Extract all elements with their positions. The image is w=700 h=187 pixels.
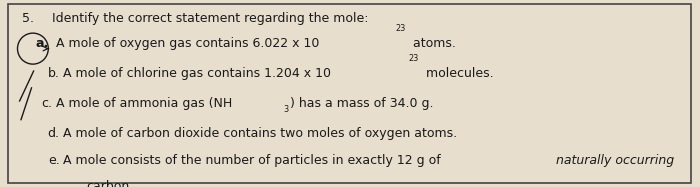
Text: 23: 23 xyxy=(409,54,419,63)
Text: molecules.: molecules. xyxy=(422,67,493,80)
Text: A mole of chlorine gas contains 1.204 x 10: A mole of chlorine gas contains 1.204 x … xyxy=(63,67,331,80)
Text: b.: b. xyxy=(48,67,60,80)
Text: a.: a. xyxy=(36,37,49,50)
Text: carbon.: carbon. xyxy=(86,180,133,187)
Text: d.: d. xyxy=(48,127,60,140)
FancyBboxPatch shape xyxy=(8,4,691,183)
Text: A mole consists of the number of particles in exactly 12 g of: A mole consists of the number of particl… xyxy=(63,154,444,167)
Text: 5.: 5. xyxy=(22,12,34,25)
Text: ) has a mass of 34.0 g.: ) has a mass of 34.0 g. xyxy=(290,97,433,110)
Text: c.: c. xyxy=(41,97,52,110)
Text: naturally occurring: naturally occurring xyxy=(556,154,673,167)
Text: e.: e. xyxy=(48,154,60,167)
Text: Identify the correct statement regarding the mole:: Identify the correct statement regarding… xyxy=(52,12,369,25)
Text: atoms.: atoms. xyxy=(409,37,456,50)
Text: A mole of oxygen gas contains 6.022 x 10: A mole of oxygen gas contains 6.022 x 10 xyxy=(56,37,319,50)
Text: 23: 23 xyxy=(395,24,406,33)
Text: A mole of carbon dioxide contains two moles of oxygen atoms.: A mole of carbon dioxide contains two mo… xyxy=(63,127,457,140)
Text: A mole of ammonia gas (NH: A mole of ammonia gas (NH xyxy=(56,97,232,110)
Text: 3: 3 xyxy=(284,105,288,114)
